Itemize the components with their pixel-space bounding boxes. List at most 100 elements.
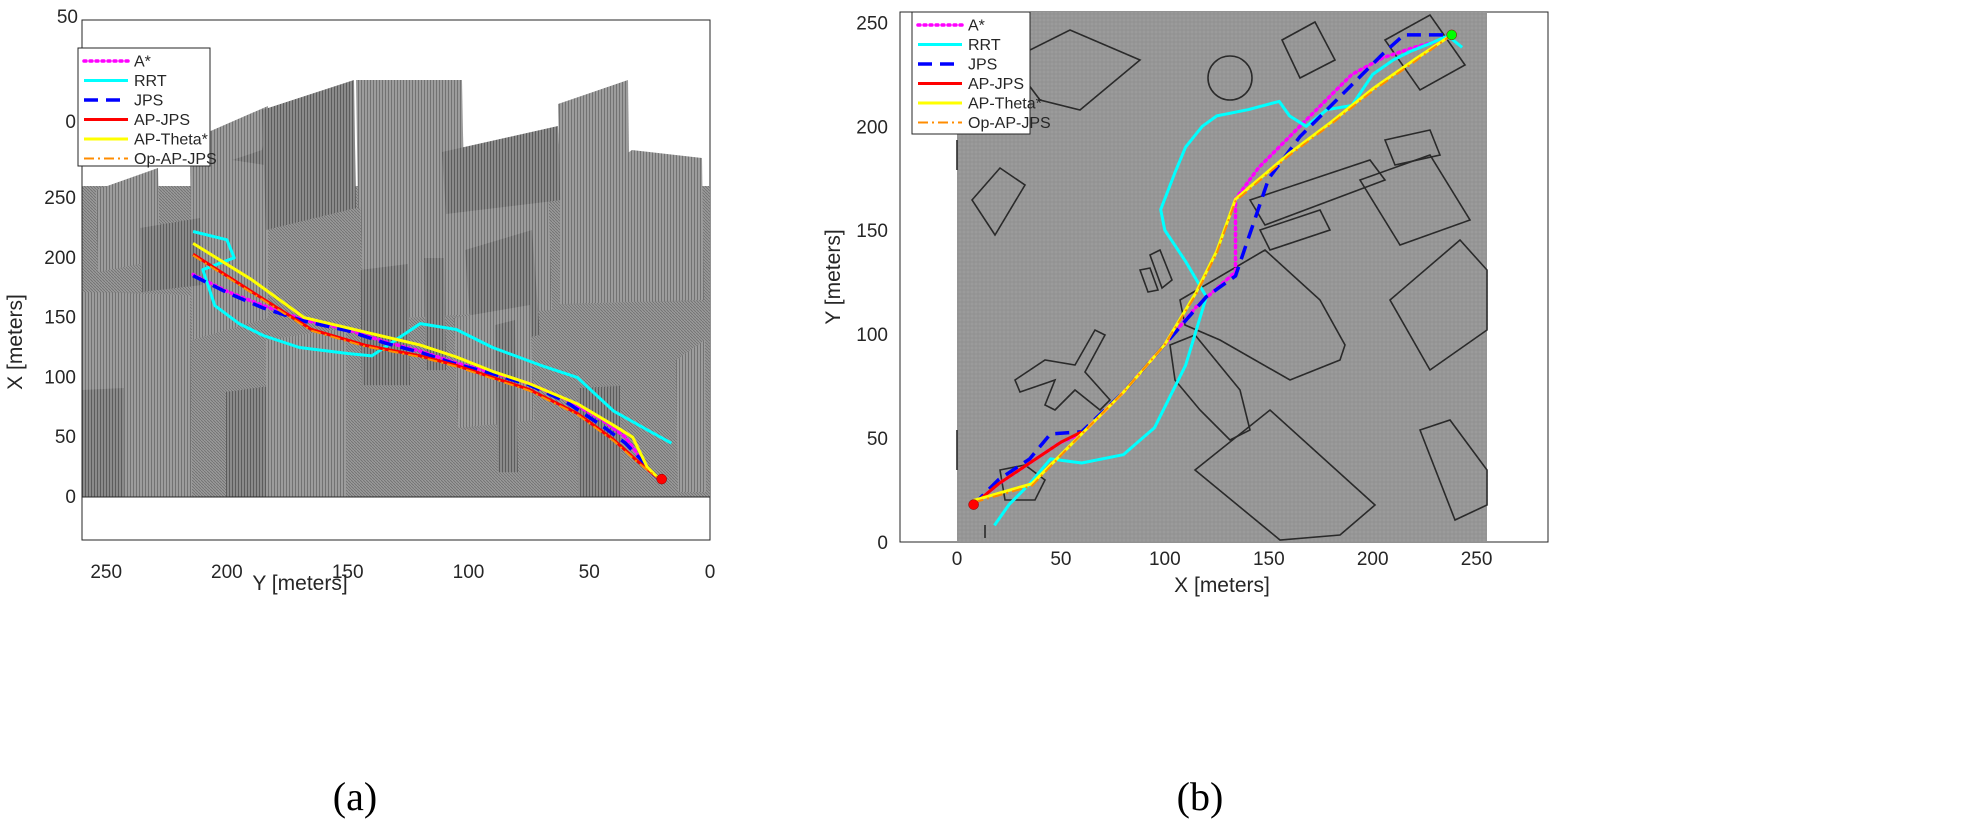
endpoint-marker (656, 473, 667, 485)
y-tick-label: 150 (44, 308, 76, 329)
obstacle (1358, 154, 1472, 246)
obstacle (1149, 248, 1173, 290)
series-line-jps (192, 274, 661, 481)
panel-a-z-ticks: 50 0 (57, 7, 78, 133)
legend-label-jps: JPS (134, 93, 163, 110)
z-tick-label: 0 (65, 112, 76, 133)
series-line-ap-theta (192, 242, 661, 481)
panel-b-x-ticks: 0 50 100 150 200 250 (952, 549, 1493, 570)
series-line-rrt (993, 35, 1464, 527)
legend-label-rrt: RRT (968, 37, 1001, 54)
series-line-ap-jps (972, 430, 1083, 506)
y-tick-label: 100 (856, 325, 888, 346)
building (676, 340, 706, 492)
x-tick-label: 150 (1253, 549, 1285, 570)
z-tick-label: 50 (57, 7, 78, 28)
building (226, 386, 270, 497)
y-tick-label: 100 (44, 367, 76, 388)
legend-label-ap-jps: AP-JPS (134, 112, 190, 129)
panel-a-x-ticks: 250 200 150 100 50 0 (90, 562, 715, 583)
legend-label-a: A* (968, 18, 985, 35)
panel-a-y-axis-label: X [meters] (4, 294, 27, 390)
obstacle (999, 464, 1047, 501)
building (442, 126, 562, 214)
y-tick-label: 0 (65, 487, 76, 508)
panel-b-y-axis-label: Y [meters] (822, 229, 845, 324)
y-tick-label: 150 (856, 221, 888, 242)
series-line-op-ap-jps (973, 34, 1453, 504)
building (82, 388, 124, 497)
x-tick-label: 100 (453, 562, 485, 583)
panel-a-chart: 250 200 150 100 50 0 0 50 100 150 200 250 50 0 Y [m… (4, 7, 715, 819)
obstacle (1388, 238, 1488, 372)
x-tick-label: 100 (1149, 549, 1181, 570)
obstacle (1280, 20, 1337, 80)
x-tick-label: 50 (579, 562, 600, 583)
building (495, 320, 518, 472)
panel-b-markers-group (968, 29, 1457, 510)
panel-a-series-group (191, 230, 673, 481)
obstacle (1248, 159, 1387, 226)
y-tick-label: 200 (44, 248, 76, 269)
legend-label-ap-jps: AP-JPS (968, 76, 1024, 93)
obstacle (970, 166, 1027, 237)
series-line-rrt (192, 230, 673, 445)
building (356, 80, 464, 208)
building (360, 264, 410, 385)
y-tick-label: 50 (867, 429, 888, 450)
x-tick-label: 200 (1357, 549, 1389, 570)
panel-a-markers-group (656, 473, 667, 485)
y-tick-label: 50 (55, 427, 76, 448)
x-tick-label: 0 (705, 562, 716, 583)
legend-label-jps: JPS (968, 57, 997, 74)
panel-a-legend: A* RRT JPS AP-JPS AP-Theta* Op-AP-JPS (77, 47, 217, 168)
legend-box (911, 11, 1031, 135)
building (266, 328, 346, 497)
obstacle (1383, 129, 1442, 166)
panel-a-x-axis-label: Y [meters] (252, 572, 347, 595)
x-tick-label: 250 (1461, 549, 1493, 570)
legend-label-op-ap-jps: Op-AP-JPS (134, 151, 217, 168)
building (424, 258, 446, 370)
legend-label-ap-theta: AP-Theta* (968, 96, 1042, 113)
x-tick-label: 50 (1050, 549, 1071, 570)
panel-b-series-group (971, 33, 1464, 527)
building (262, 80, 356, 230)
y-tick-label: 250 (856, 13, 888, 34)
obstacle (1207, 55, 1253, 101)
y-tick-label: 200 (856, 117, 888, 138)
x-tick-label: 150 (332, 562, 364, 583)
panel-b-obstacles (956, 13, 1488, 541)
legend-label-a: A* (134, 54, 151, 71)
legend-label-rrt: RRT (134, 73, 167, 90)
x-tick-label: 200 (211, 562, 243, 583)
legend-label-ap-theta: AP-Theta* (134, 132, 208, 149)
panel-a-label: (a) (333, 774, 377, 819)
series-line-jps (972, 33, 1452, 506)
y-tick-label: 0 (877, 533, 888, 554)
obstacle (1138, 267, 1160, 293)
legend-label-op-ap-jps: Op-AP-JPS (968, 115, 1051, 132)
legend-box (77, 47, 211, 167)
y-tick-label: 250 (44, 188, 76, 209)
endpoint-marker (1446, 29, 1457, 41)
panel-b-x-axis-label: X [meters] (1174, 574, 1270, 597)
panel-b-map (957, 12, 1487, 542)
obstacle (1418, 419, 1488, 522)
obstacle (1258, 209, 1332, 251)
panel-b-label: (b) (1177, 774, 1224, 819)
building (560, 150, 704, 304)
endpoint-marker (968, 499, 979, 510)
obstacle (1014, 328, 1112, 412)
x-tick-label: 0 (952, 549, 963, 570)
building (140, 218, 202, 292)
obstacle (1193, 408, 1377, 541)
panel-b-chart: 0 50 100 150 200 250 0 50 100 150 200 250 X [meter… (822, 11, 1549, 819)
x-tick-label: 250 (90, 562, 122, 583)
panel-b-y-ticks: 0 50 100 150 200 250 (856, 13, 888, 554)
panel-b-legend: A* RRT JPS AP-JPS AP-Theta* Op-AP-JPS (911, 11, 1051, 135)
series-line-op-ap-jps (192, 254, 660, 480)
obstacle (1008, 29, 1142, 111)
panel-a-y-ticks: 0 50 100 150 200 250 (44, 188, 76, 508)
